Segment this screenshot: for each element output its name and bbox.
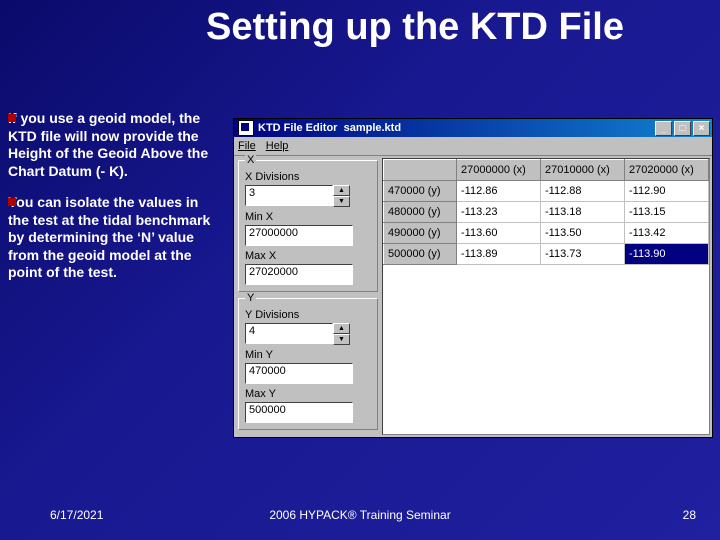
minimize-button[interactable]: _ [655,121,672,136]
maxy-input[interactable]: 500000 [245,402,353,423]
grid-col-header[interactable]: 27020000 (x) [625,160,709,181]
maxx-label: Max X [245,250,371,262]
footer-center: 2006 HYPACK® Training Seminar [0,508,720,522]
app-icon [238,120,254,136]
grid-cell[interactable]: -113.23 [457,202,541,223]
grid-cell[interactable]: -113.73 [541,244,625,265]
miny-label: Min Y [245,349,371,361]
titlebar[interactable]: KTD File Editor sample.ktd _ □ × [234,119,712,137]
ydiv-input[interactable]: 4 [245,323,333,344]
menu-file[interactable]: File [238,140,256,152]
grid-cell[interactable]: -113.42 [625,223,709,244]
grid-cell[interactable]: -112.88 [541,181,625,202]
grid-corner [384,160,457,181]
group-y: Y Y Divisions 4 ▲ ▼ Min Y 470000 Max Y 5… [238,298,378,430]
maxx-input[interactable]: 27020000 [245,264,353,285]
bullet-icon [8,114,16,122]
grid-row-header[interactable]: 500000 (y) [384,244,457,265]
xdiv-label: X Divisions [245,171,371,183]
grid-col-header[interactable]: 27010000 (x) [541,160,625,181]
grid-row-header[interactable]: 480000 (y) [384,202,457,223]
close-button[interactable]: × [693,121,710,136]
grid-cell[interactable]: -113.90 [625,244,709,265]
window-filename: sample.ktd [344,122,401,134]
minx-label: Min X [245,211,371,223]
paragraph-2: You can isolate the values in the test a… [8,194,210,280]
grid-cell[interactable]: -113.50 [541,223,625,244]
grid-cell[interactable]: -113.60 [457,223,541,244]
xdiv-input[interactable]: 3 [245,185,333,206]
grid-cell[interactable]: -112.86 [457,181,541,202]
group-y-label: Y [245,292,256,304]
window-title: KTD File Editor [258,122,337,134]
maximize-button[interactable]: □ [674,121,691,136]
grid-cell[interactable]: -113.89 [457,244,541,265]
bullet-icon [8,198,16,206]
footer-page: 28 [683,508,696,522]
group-x: X X Divisions 3 ▲ ▼ Min X 27000000 Max X… [238,160,378,292]
data-grid-pane: 27000000 (x)27010000 (x)27020000 (x) 4700… [382,158,710,435]
xdiv-spin-down[interactable]: ▼ [333,196,350,207]
paragraph-1: If you use a geoid model, the KTD file w… [8,110,208,179]
grid-cell[interactable]: -112.90 [625,181,709,202]
grid-cell[interactable]: -113.18 [541,202,625,223]
maxy-label: Max Y [245,388,371,400]
grid-row-header[interactable]: 490000 (y) [384,223,457,244]
data-grid[interactable]: 27000000 (x)27010000 (x)27020000 (x) 4700… [383,159,709,265]
left-pane: X X Divisions 3 ▲ ▼ Min X 27000000 Max X… [234,156,382,437]
miny-input[interactable]: 470000 [245,363,353,384]
menu-help[interactable]: Help [266,140,289,152]
grid-row-header[interactable]: 470000 (y) [384,181,457,202]
ydiv-spin-down[interactable]: ▼ [333,334,350,345]
ktd-editor-window: KTD File Editor sample.ktd _ □ × File He… [233,118,713,438]
grid-cell[interactable]: -113.15 [625,202,709,223]
slide-title: Setting up the KTD File [0,6,720,49]
ydiv-label: Y Divisions [245,309,371,321]
grid-col-header[interactable]: 27000000 (x) [457,160,541,181]
menubar: File Help [234,137,712,156]
minx-input[interactable]: 27000000 [245,225,353,246]
group-x-label: X [245,154,256,166]
ydiv-spin-up[interactable]: ▲ [333,323,350,334]
xdiv-spin-up[interactable]: ▲ [333,185,350,196]
body-text: If you use a geoid model, the KTD file w… [8,110,218,296]
